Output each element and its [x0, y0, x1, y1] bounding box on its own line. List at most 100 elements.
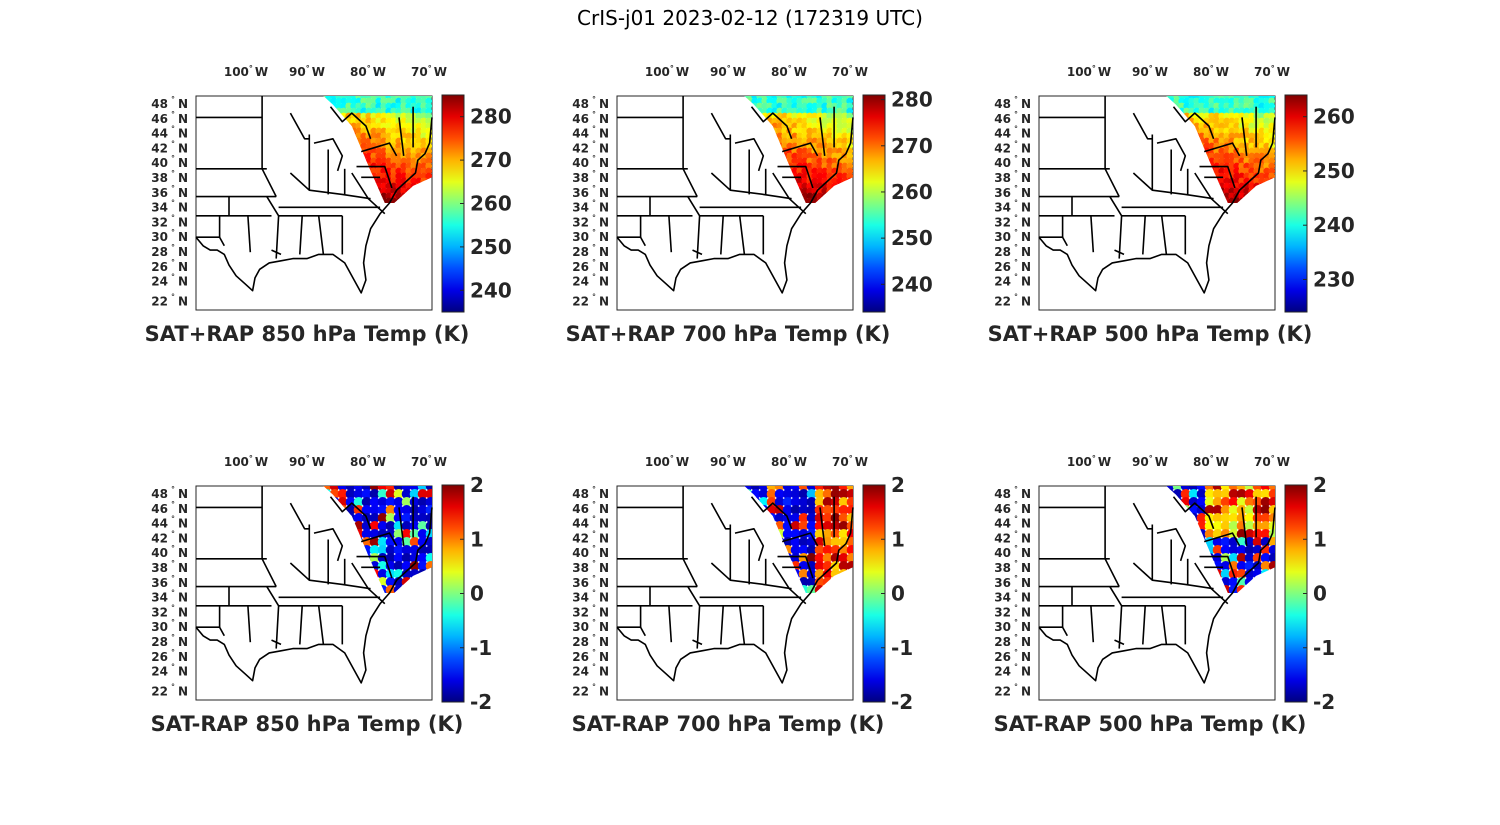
retrieval-point — [365, 97, 373, 105]
retrieval-point — [390, 97, 398, 105]
latitude-tick-label: 32 — [151, 605, 168, 619]
retrieval-point — [385, 513, 396, 523]
retrieval-point — [360, 112, 368, 120]
svg-text:N: N — [178, 517, 188, 531]
retrieval-point — [801, 102, 809, 110]
retrieval-point — [1244, 513, 1255, 523]
svg-text:°: ° — [1014, 154, 1018, 163]
retrieval-point — [846, 117, 853, 125]
retrieval-point — [831, 162, 839, 170]
coastline — [616, 117, 854, 294]
retrieval-point — [786, 102, 794, 110]
retrieval-point — [776, 107, 784, 115]
state-boundary — [738, 605, 746, 645]
colorbar-tick-label: 0 — [1313, 582, 1327, 606]
svg-text:°: ° — [1014, 125, 1018, 134]
retrieval-point — [1244, 505, 1255, 515]
retrieval-point — [791, 167, 799, 175]
retrieval-point — [790, 553, 801, 563]
retrieval-point — [420, 122, 428, 130]
retrieval-point — [1263, 172, 1271, 180]
svg-text:N: N — [178, 186, 188, 200]
retrieval-point — [350, 97, 358, 105]
retrieval-point — [846, 162, 853, 170]
svg-text:N: N — [1021, 97, 1031, 111]
colorbar-tick-label: 260 — [891, 180, 933, 204]
retrieval-point — [801, 172, 809, 180]
retrieval-point — [345, 489, 356, 499]
retrieval-point — [791, 122, 799, 130]
retrieval-point — [821, 96, 829, 100]
retrieval-point — [1248, 117, 1256, 125]
retrieval-point — [841, 167, 849, 175]
retrieval-point — [816, 97, 824, 105]
retrieval-point — [1223, 117, 1231, 125]
retrieval-point — [370, 147, 378, 155]
retrieval-point — [1248, 132, 1256, 140]
retrieval-point — [1188, 489, 1199, 499]
latitude-tick-label: 34 — [994, 591, 1011, 605]
retrieval-point — [816, 102, 824, 110]
retrieval-point — [405, 157, 413, 165]
retrieval-point — [826, 137, 834, 145]
great-lakes-outline — [750, 106, 793, 140]
svg-text:N: N — [178, 294, 188, 308]
retrieval-point — [806, 157, 814, 165]
retrieval-point — [826, 147, 834, 155]
retrieval-point — [811, 102, 819, 110]
retrieval-point — [340, 107, 348, 115]
retrieval-point — [811, 162, 819, 170]
retrieval-point — [836, 96, 844, 100]
latitude-tick-label: 38 — [572, 561, 589, 575]
retrieval-point — [1193, 117, 1201, 125]
svg-text:N: N — [599, 186, 609, 200]
svg-text:°: ° — [1014, 589, 1018, 598]
retrieval-point — [420, 167, 428, 175]
retrieval-point — [1218, 122, 1226, 130]
retrieval-point — [1188, 102, 1196, 110]
retrieval-point — [821, 152, 829, 160]
retrieval-point — [385, 127, 393, 135]
retrieval-point — [811, 177, 819, 185]
retrieval-point — [395, 152, 403, 160]
retrieval-point — [1223, 96, 1231, 100]
retrieval-point — [1238, 107, 1246, 115]
retrieval-point — [393, 561, 404, 571]
retrieval-point — [400, 107, 408, 115]
svg-text:°: ° — [592, 485, 596, 494]
retrieval-point — [380, 132, 388, 140]
retrieval-point — [335, 96, 343, 100]
retrieval-point — [1223, 182, 1231, 190]
retrieval-point — [395, 107, 403, 115]
retrieval-point — [353, 486, 364, 491]
retrieval-point — [1268, 497, 1275, 507]
retrieval-point — [816, 107, 824, 115]
latitude-tick-label: 42 — [151, 141, 168, 155]
retrieval-point — [395, 137, 403, 145]
retrieval-point — [409, 537, 420, 547]
retrieval-point — [841, 107, 849, 115]
colorbar-tick-label: -2 — [470, 690, 492, 714]
colorbar: 2 1 0 -1 -2 — [1284, 473, 1335, 714]
svg-text:N: N — [1021, 605, 1031, 619]
retrieval-point — [841, 132, 849, 140]
retrieval-point — [796, 122, 804, 130]
longitude-tick-label: 90° W — [289, 454, 325, 469]
retrieval-point — [806, 513, 817, 523]
retrieval-point — [838, 497, 849, 507]
retrieval-point — [365, 142, 373, 150]
retrieval-point — [1244, 569, 1255, 579]
retrieval-point — [796, 97, 804, 105]
svg-text:°: ° — [1014, 633, 1018, 642]
retrieval-point — [786, 117, 794, 125]
svg-text:°: ° — [171, 529, 175, 538]
retrieval-point — [791, 152, 799, 160]
retrieval-point — [766, 97, 774, 105]
retrieval-point — [360, 132, 368, 140]
retrieval-point — [393, 489, 404, 499]
svg-text:°: ° — [1014, 515, 1018, 524]
svg-text:°: ° — [1014, 228, 1018, 237]
retrieval-point — [360, 97, 368, 105]
retrieval-point — [415, 97, 423, 105]
retrieval-point — [1193, 102, 1201, 110]
